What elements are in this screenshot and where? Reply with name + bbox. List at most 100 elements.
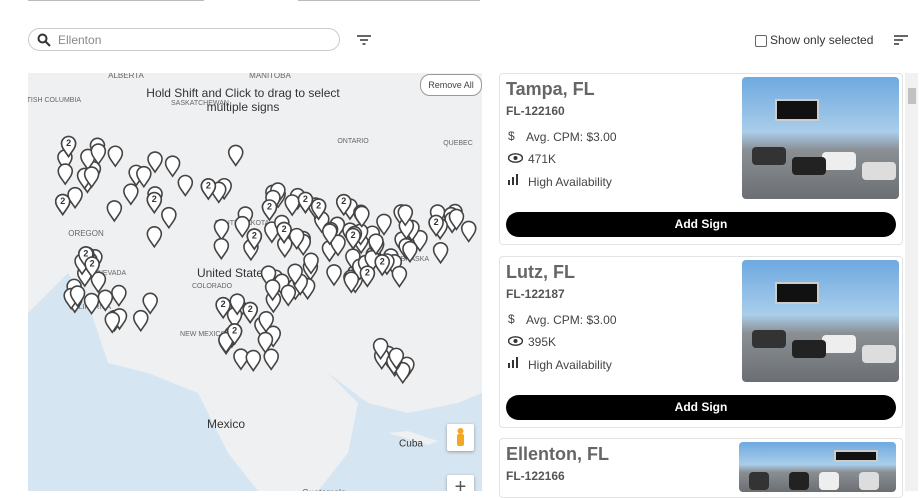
car — [752, 330, 786, 348]
map-pin — [164, 155, 181, 178]
map-pin — [147, 151, 163, 174]
map-pin — [280, 284, 297, 307]
card-title: Ellenton, FL — [506, 444, 609, 464]
map-pin — [263, 348, 280, 371]
sign-photo — [742, 77, 899, 199]
cluster-count: 2 — [252, 230, 257, 240]
map-pin — [69, 285, 86, 308]
car — [822, 152, 856, 170]
sort-icon[interactable] — [894, 35, 908, 46]
cpm: Avg. CPM: $3.00 — [526, 313, 617, 327]
map-pin — [233, 348, 249, 371]
map-label: United States — [197, 266, 269, 280]
map-cluster — [84, 256, 100, 279]
cluster-count: 2 — [316, 200, 321, 210]
car — [862, 162, 896, 180]
cluster-count: 2 — [60, 196, 65, 206]
map-pin — [388, 347, 405, 370]
checkbox-label[interactable]: Show only selected — [770, 33, 874, 47]
pegman-control[interactable] — [447, 424, 474, 451]
map-pin — [321, 223, 338, 246]
cluster-count: 2 — [267, 201, 272, 211]
search-box[interactable]: Ellenton — [28, 28, 340, 51]
map-pin — [234, 215, 251, 239]
car — [792, 157, 826, 175]
cluster-count: 2 — [152, 194, 157, 204]
cluster-count: 2 — [248, 304, 253, 314]
map-pin — [368, 233, 384, 256]
map-pin — [372, 337, 389, 361]
map-pin — [432, 241, 449, 265]
map-label: Cuba — [399, 439, 423, 450]
map-pin — [264, 221, 280, 244]
car — [752, 147, 786, 165]
add-sign-button[interactable]: Add Sign — [506, 212, 896, 237]
cpm: Avg. CPM: $3.00 — [526, 130, 617, 144]
map-pin — [83, 292, 100, 315]
map-pin — [132, 309, 149, 333]
tab-line — [28, 0, 204, 1]
cpm-row: $ — [508, 312, 515, 326]
checkbox[interactable] — [755, 35, 767, 47]
sign-photo — [742, 260, 899, 382]
map-pin — [123, 183, 139, 206]
map-pin — [397, 204, 414, 227]
map-cluster — [60, 135, 77, 158]
map-pin — [161, 206, 177, 230]
add-sign-button[interactable]: Add Sign — [506, 395, 896, 420]
map-label: ALBERTA — [108, 73, 144, 80]
map-pin — [227, 144, 244, 167]
billboard — [834, 450, 878, 462]
search-icon — [37, 33, 51, 47]
map-hint: Hold Shift and Click to drag to select m… — [146, 86, 340, 114]
map-label: MANITOBA — [249, 73, 291, 80]
map-cluster — [359, 265, 376, 288]
map-label: ONTARIO — [337, 138, 369, 145]
map-cluster — [246, 228, 263, 251]
search-placeholder: Ellenton — [58, 33, 102, 47]
card-id: FL-122160 — [506, 104, 565, 118]
map-pin — [460, 220, 477, 243]
cluster-count: 2 — [282, 224, 287, 234]
card-id: FL-122166 — [506, 469, 565, 483]
car — [749, 472, 769, 490]
cluster-count: 2 — [434, 217, 439, 227]
map-pin — [287, 263, 303, 286]
cluster-count: 2 — [83, 248, 88, 258]
scroll-thumb — [908, 88, 916, 104]
map-pin — [330, 234, 346, 257]
filter-icon[interactable] — [357, 35, 371, 46]
map-pin — [284, 194, 301, 217]
map-label: BRITISH COLUMBIA — [28, 97, 81, 104]
cuba-land — [388, 431, 438, 445]
car — [822, 335, 856, 353]
availability: High Availability — [528, 175, 612, 189]
sign-card: Lutz, FL FL-122187 $ Avg. CPM: $3.00 395K Hig… — [499, 256, 903, 428]
remove-all-button[interactable]: Remove All — [420, 74, 482, 96]
car — [819, 472, 839, 490]
cluster-count: 2 — [206, 180, 211, 190]
map-pin — [104, 311, 121, 334]
map-pin — [245, 349, 262, 372]
zoom-in[interactable]: + — [447, 475, 474, 491]
card-id: FL-122187 — [506, 287, 565, 301]
map-pin — [90, 271, 107, 294]
map-label: OREGON — [68, 229, 104, 238]
cluster-count: 2 — [232, 325, 237, 335]
map-cluster — [428, 214, 444, 237]
map-label: NEW MEXICO — [180, 331, 226, 338]
map-pin — [394, 361, 411, 385]
map-pin — [260, 265, 277, 288]
map[interactable]: ALBERTA MANITOBA BRITISH COLUMBIA SASKATCHE… — [28, 73, 482, 491]
map-pin — [213, 218, 230, 242]
car — [862, 345, 896, 363]
views: 471K — [528, 152, 557, 166]
map-pin — [90, 143, 107, 166]
car — [859, 472, 879, 490]
map-cluster — [374, 254, 391, 277]
views-icon — [507, 335, 524, 349]
availability-icon — [508, 174, 520, 188]
views: 395K — [528, 335, 557, 349]
map-label: Guatemala — [302, 487, 346, 491]
map-pin — [111, 284, 127, 308]
